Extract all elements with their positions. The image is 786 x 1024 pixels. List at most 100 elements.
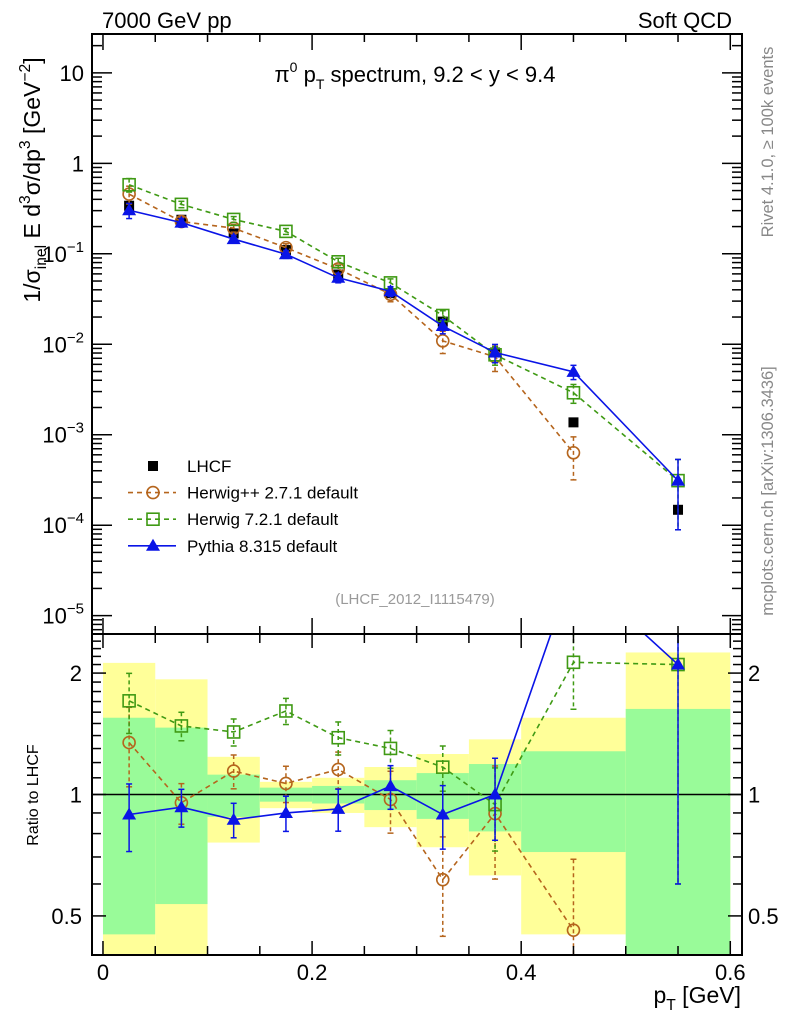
ratio-point-herwig-2-7-1-default [331,762,346,777]
y-tick-label: 10−4 [42,510,84,538]
ratio-point-pythia-8-315-default [226,812,241,825]
y-tick-label-base: 10 [42,332,66,357]
analysis-id-annotation: (LHCF_2012_I1115479) [335,591,495,608]
legend-marker-swatch [146,485,160,500]
ratio-y-tick-label-left: 0.5 [51,904,82,929]
main-point-herwig-7-2-1-default [279,224,293,239]
ratio-point-herwig-7-2-1-default [566,655,581,670]
ratio-y-tick-label-left: 1 [70,783,82,808]
ratio-point-pythia-8-315-default [331,801,346,814]
legend-entry: Herwig++ 2.7.1 default [128,484,358,503]
axis-label-superscript: 3 [17,195,34,204]
ratio-series-line-herwig-7-2-1-default [128,661,679,806]
main-point-lhcf [568,417,579,428]
title-rest: spectrum, 9.2 < y < 9.4 [324,62,555,87]
main-series-line-herwig-7-2-1-default [128,183,679,482]
axis-label-superscript: −2 [17,64,34,82]
main-point-herwig-7-2-1-default [566,385,581,400]
source-info-label: mcplots.cern.ch [arXiv:1306.3436] [759,366,777,615]
main-point-pythia-8-315-default [383,284,398,297]
legend-label: Herwig 7.2.1 default [187,510,338,529]
axis-label-text: σ/dp [19,149,45,195]
ratio-y-tick-label-right: 0.5 [748,904,779,929]
ratio-point-pythia-8-315-default [488,787,503,800]
ratio-point-herwig-7-2-1-default [435,760,450,774]
y-axis-label: 1/σinel E d3σ/dp3 [GeV−2] [17,57,50,302]
main-series-line-herwig-2-7-1-default [128,193,575,454]
main-point-pythia-8-315-default [566,364,581,377]
axis-label-text: [GeV [19,81,45,140]
legend-marker-swatch [146,512,160,527]
y-tick-label-exponent: −4 [67,510,84,527]
ratio-y-axis-label: Ratio to LHCF [25,744,42,846]
y-tick-label-base: 10 [60,61,84,86]
ratio-point-herwig-7-2-1-default [331,730,346,745]
ratio-point-pythia-8-315-default [174,800,189,813]
x-axis-label: pT [GeV] [653,982,741,1014]
ratio-point-herwig-7-2-1-default [122,694,136,708]
main-point-pythia-8-315-default [435,319,450,332]
stat-uncertainty-band [521,751,626,853]
axis-label-subscript: T [666,997,676,1014]
ratio-point-herwig-2-7-1-default [566,923,581,937]
ratio-point-herwig-2-7-1-default [122,735,136,750]
legend-label: LHCF [187,457,231,476]
y-tick-label-base: 1 [72,151,84,176]
ratio-y-tick-label-left: 2 [70,661,82,686]
ratio-series-line-pythia-8-315-default [129,634,679,821]
axis-label-subscript: inel [33,245,50,269]
title-pi-superscript: 0 [290,59,298,75]
main-point-herwig-7-2-1-default [174,197,189,212]
legend-entry: Herwig 7.2.1 default [128,510,338,529]
y-tick-label-exponent: −3 [67,420,84,437]
ratio-point-herwig-7-2-1-default [279,704,293,718]
ratio-y-tick-label-right: 2 [748,661,760,686]
main-series-line-pythia-8-315-default [128,209,679,482]
ratio-point-pythia-8-315-default [278,805,293,818]
axis-label-superscript: 3 [17,140,34,149]
main-point-herwig-2-7-1-default [435,334,450,348]
ratio-point-pythia-8-315-default [435,807,450,820]
main-point-pythia-8-315-default [226,232,241,245]
legend-marker-swatch [146,538,160,551]
ratio-point-pythia-8-315-default [671,657,686,670]
legend-entry: Pythia 8.315 default [128,537,338,556]
main-point-pythia-8-315-default [671,473,686,486]
main-point-herwig-7-2-1-default [226,212,241,227]
axes-group [91,33,743,956]
y-tick-label-exponent: −2 [67,329,84,346]
title-p-subscript: T [316,76,325,92]
ratio-point-herwig-7-2-1-default [383,741,398,756]
legend-label: Pythia 8.315 default [187,537,338,556]
title-pi: π [274,62,289,87]
ratio-series-line-herwig-2-7-1-default [128,742,575,931]
ratio-point-pythia-8-315-default [122,807,137,820]
y-tick-label: 1 [72,151,84,176]
ratio-point-pythia-8-315-default [383,779,398,792]
y-tick-label: 10−3 [42,420,84,448]
y-tick-label-base: 10 [42,513,66,538]
x-tick-label: 0.4 [506,960,537,985]
axis-label-text: 1/σ [19,269,45,302]
main-point-pythia-8-315-default [122,203,137,216]
ratio-point-herwig-2-7-1-default [226,764,241,778]
main-point-pythia-8-315-default [331,270,346,283]
x-tick-label: 0 [97,960,109,985]
energy-label: 7000 GeV pp [102,8,232,33]
ratio-point-herwig-2-7-1-default [279,776,293,791]
y-tick-label: 10 [60,61,84,86]
x-tick-label: 0.2 [297,960,328,985]
ratio-series-group [122,634,686,955]
legend: LHCF Herwig++ 2.7.1 default Herwig 7.2.1 d… [128,457,358,556]
legend-marker-swatch [148,461,158,471]
rivet-info-label: Rivet 4.1.0, ≥ 100k events [759,47,777,238]
y-tick-label-base: 10 [42,604,66,629]
main-point-pythia-8-315-default [278,247,293,260]
axis-label-text: [GeV] [676,982,741,1008]
main-point-pythia-8-315-default [174,215,189,228]
axis-label-text: E d [19,204,45,245]
main-point-herwig-7-2-1-default [122,177,136,192]
ratio-y-tick-label-right: 1 [748,783,760,808]
